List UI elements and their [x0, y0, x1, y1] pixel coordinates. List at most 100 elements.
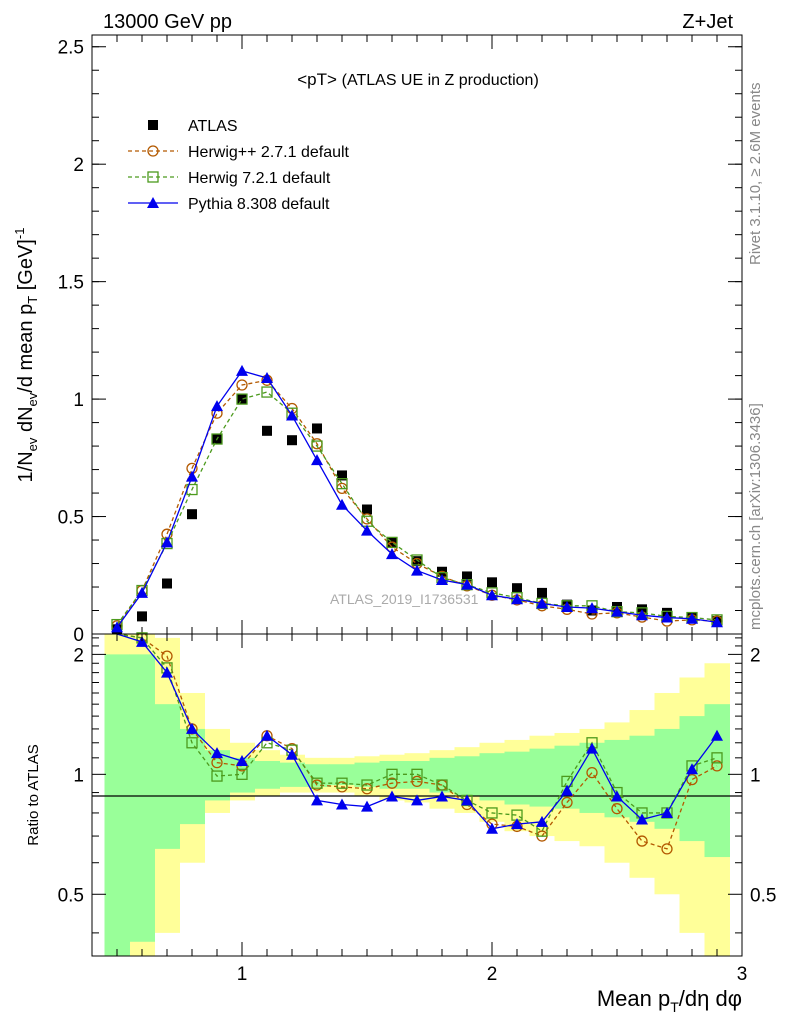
ratio-point [661, 843, 673, 855]
ratio-point [161, 666, 173, 678]
series-line [116, 379, 718, 627]
ratio-point [536, 815, 548, 827]
ratio-point [611, 790, 623, 802]
y-tick-label: 2 [73, 155, 84, 176]
legend-marker [147, 197, 159, 208]
data-point [486, 589, 498, 601]
ratio-plot-frame [91, 633, 743, 957]
data-point [412, 556, 422, 567]
green-band-bin [104, 654, 130, 956]
series-line [116, 391, 718, 625]
ratio-point [711, 729, 723, 741]
legend-label: Pythia 8.308 default [188, 196, 330, 213]
ratio-point [411, 775, 423, 788]
ratio-point [261, 729, 273, 741]
ratio-point [186, 737, 198, 749]
data-point [236, 364, 248, 376]
main-plot-area: 0 0.5 1 1.5 2 2.5 ATLAS_2019_I1736531 <pT> (A… [58, 34, 743, 646]
ratio-y-tick-label: 0.5 [58, 885, 84, 906]
rivet-version-label: Rivet 3.1.10, ≥ 2.6M events [747, 83, 764, 266]
ratio-point [486, 822, 498, 834]
ratio-point [211, 747, 223, 759]
ratio-point [461, 794, 473, 806]
mcplots-label: mcplots.cern.ch [arXiv:1306.3436] [747, 403, 764, 630]
green-band-bin [679, 716, 705, 842]
legend-entry: Herwig++ 2.7.1 default [128, 144, 350, 161]
green-band-bin [354, 762, 380, 787]
legend-marker [148, 120, 158, 130]
data-point [361, 524, 373, 536]
green-band-bin [179, 728, 205, 825]
data-point [337, 470, 347, 481]
green-band-bin [304, 764, 330, 787]
ratio-point [436, 779, 448, 791]
y-tick-label: 1 [73, 390, 84, 411]
ratio-point [186, 722, 198, 734]
green-band-bin [279, 762, 305, 787]
ratio-point [311, 794, 323, 806]
x-tick-label: 3 [737, 964, 748, 985]
ratio-point [386, 777, 398, 789]
ratio-point [411, 794, 423, 806]
data-point [312, 423, 322, 434]
ratio-point [361, 779, 373, 791]
data-point [512, 583, 522, 594]
data-point [287, 435, 297, 446]
ratio-point [236, 768, 248, 780]
ratio-series-pythia-8-308-default [116, 633, 723, 834]
ratio-y-tick-label-right: 2 [750, 645, 761, 666]
green-band-bin [629, 735, 655, 822]
ratio-y-axis-label: Ratio to ATLAS [25, 744, 42, 845]
green-band-bin [129, 654, 155, 942]
analysis-watermark: ATLAS_2019_I1736531 [330, 591, 479, 607]
legend-marker [147, 171, 159, 183]
y-tick-label: 2.5 [58, 38, 84, 59]
data-point [162, 578, 172, 589]
main-series-group [111, 364, 723, 635]
legend: ATLAS Herwig++ 2.7.1 default Herwig 7.2.1 … [128, 118, 350, 213]
ratio-point [386, 768, 398, 780]
ratio-point [386, 790, 398, 802]
main-axis-ticks: 0 0.5 1 1.5 2 2.5 [58, 35, 742, 646]
data-point [262, 425, 272, 436]
legend-entry: Pythia 8.308 default [128, 196, 330, 213]
plot-title: <pT> (ATLAS UE in Z production) [297, 70, 539, 89]
ratio-point [436, 790, 448, 802]
data-point [311, 454, 323, 466]
ratio-point [236, 755, 248, 767]
data-point [186, 470, 198, 482]
ratio-point [336, 798, 348, 810]
legend-label: Herwig 7.2.1 default [188, 170, 331, 187]
data-point [211, 400, 223, 412]
y-tick-label: 0.5 [58, 508, 84, 529]
main-y-axis-label: 1/Nev dNev/d mean pT [GeV]-1 [12, 228, 40, 483]
ratio-point [586, 766, 598, 779]
legend-label: Herwig++ 2.7.1 default [188, 144, 350, 161]
beam-label: 13000 GeV pp [103, 11, 232, 33]
ratio-point [686, 773, 698, 786]
ratio-point [636, 813, 648, 825]
ratio-plot-area: 0.5 0.5 1 1 2 2 1 2 3 [58, 632, 776, 985]
ratio-y-tick-label-right: 1 [750, 765, 761, 786]
green-band-bin [329, 764, 355, 786]
ratio-point [286, 748, 298, 760]
data-point [261, 371, 273, 383]
data-point [511, 593, 523, 605]
ratio-point [511, 818, 523, 830]
ratio-point [561, 784, 573, 796]
green-band-bin [529, 748, 555, 807]
series-line [116, 370, 718, 628]
data-point [386, 548, 398, 560]
data-point [462, 571, 472, 582]
data-point [487, 577, 497, 588]
ratio-point [661, 806, 673, 818]
series-pythia-8-308-default [111, 364, 723, 633]
data-point [237, 394, 247, 405]
x-tick-label: 2 [487, 964, 498, 985]
ratio-point [711, 760, 723, 772]
x-tick-label: 1 [237, 964, 248, 985]
green-band-bin [479, 753, 505, 801]
ratio-point [211, 770, 223, 782]
ratio-point [711, 752, 723, 764]
